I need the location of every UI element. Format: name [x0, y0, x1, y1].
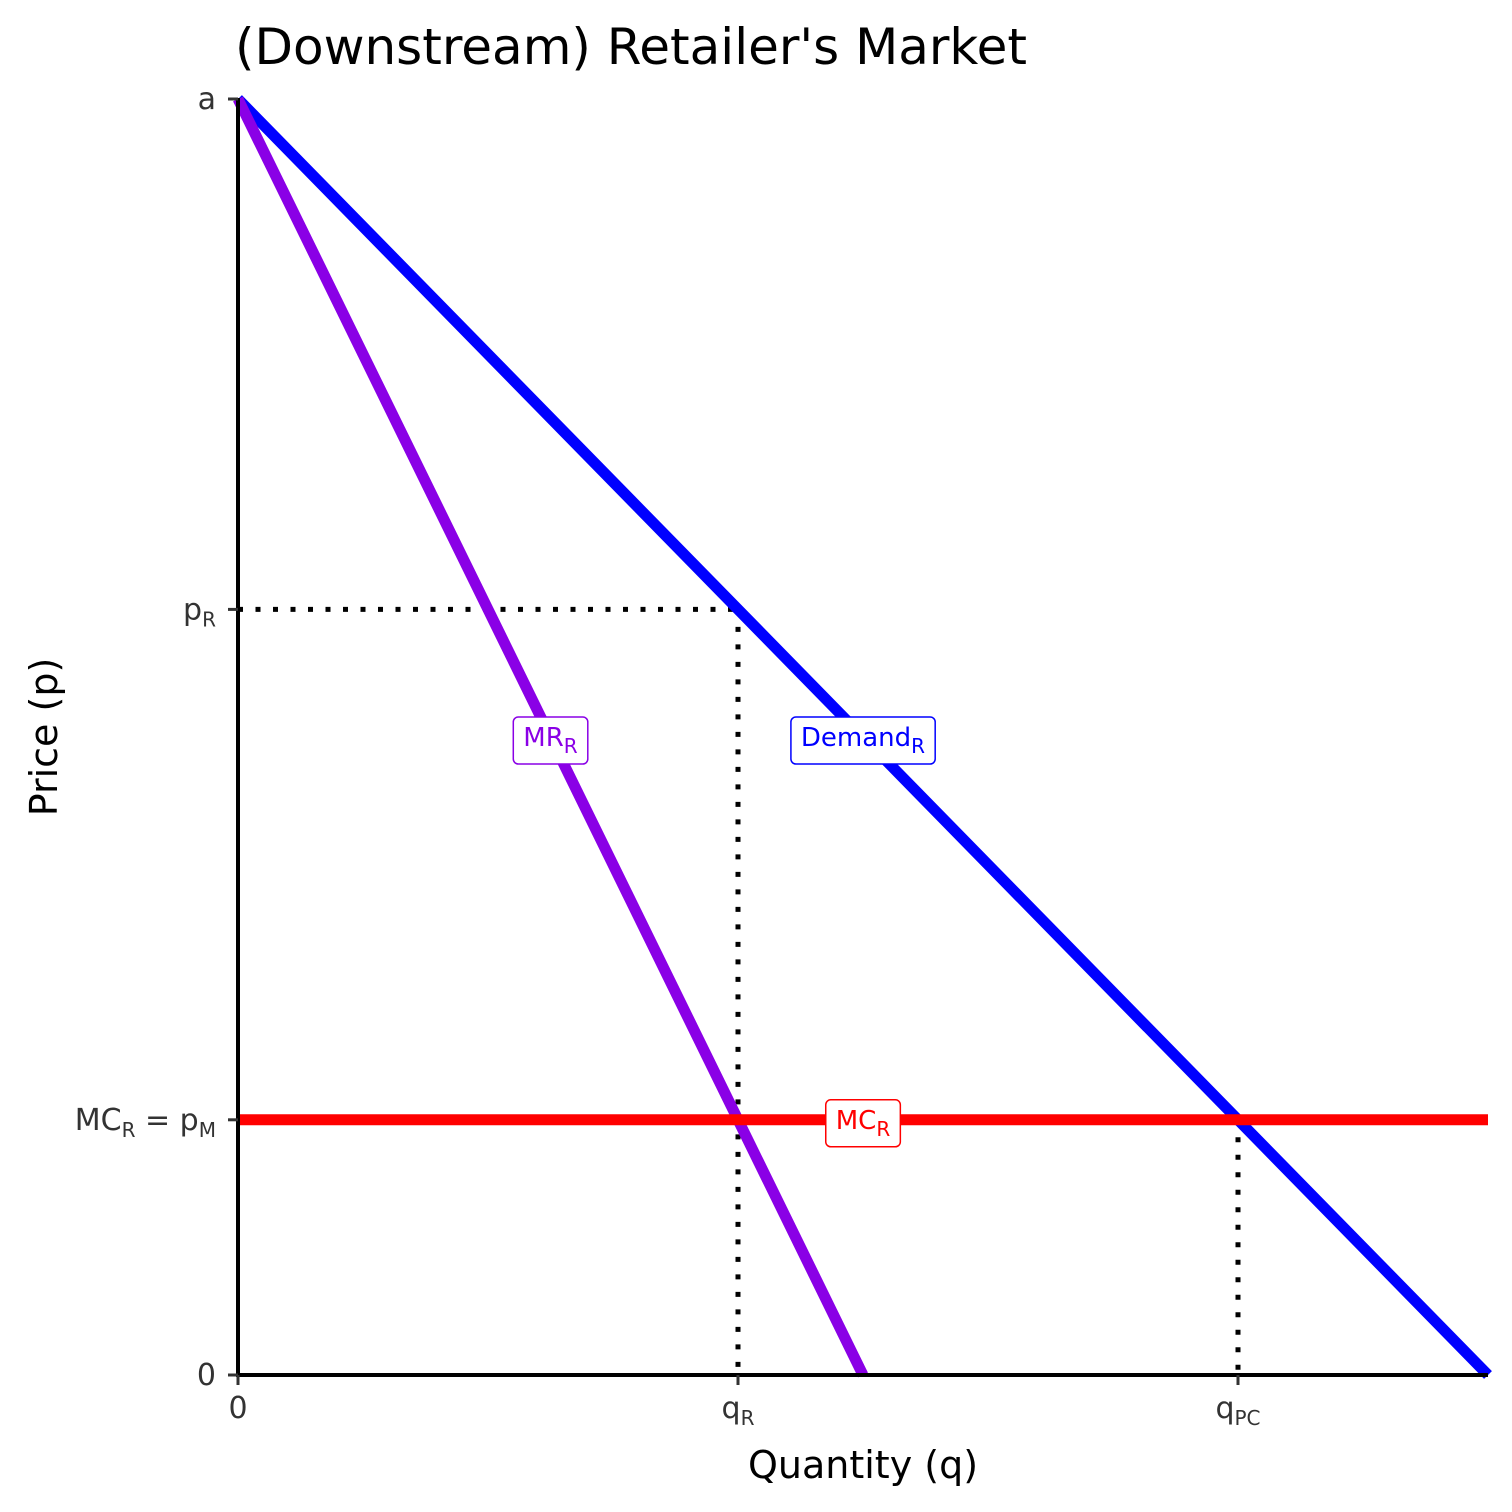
y-tick-label: pR [183, 592, 216, 631]
x-tick-sub: R [741, 1406, 755, 1430]
label-box [512, 716, 589, 765]
y-tick-rest: = p [135, 1103, 198, 1138]
y-tick-label: MCR = pM [75, 1103, 216, 1142]
x-tick-label: qR [722, 1391, 755, 1430]
x-tick-main: q [722, 1391, 741, 1426]
axes [236, 98, 1488, 1377]
y-tick-main: a [198, 82, 216, 117]
x-tick-sub: PC [1235, 1406, 1261, 1430]
demand-label: DemandR [790, 716, 936, 765]
y-axis-label: Price (p) [22, 658, 66, 817]
mr-label: MRR [512, 716, 589, 765]
label-sub: R [911, 734, 925, 758]
label-name: MC [836, 1106, 877, 1136]
y-tick-sub: R [122, 1118, 136, 1142]
x-tick-label: qPC [1215, 1391, 1260, 1430]
y-tick-sub2: M [199, 1118, 216, 1142]
label-box [790, 716, 936, 765]
x-tick-main: q [1215, 1391, 1234, 1426]
x-tick-main: 0 [228, 1391, 247, 1426]
label-sub: R [564, 734, 578, 758]
x-axis-label: Quantity (q) [748, 1443, 978, 1487]
label-text: MCR [836, 1106, 891, 1141]
x-tick-label: 0 [228, 1391, 247, 1426]
y-tick-main: 0 [197, 1358, 216, 1393]
y-tick-main: MC [75, 1103, 122, 1138]
label-sub: R [876, 1117, 890, 1141]
mc-label: MCR [825, 1099, 902, 1148]
y-tick-label: a [198, 82, 216, 117]
label-text: MRR [523, 723, 578, 758]
y-tick-label: 0 [197, 1358, 216, 1393]
reference-lines [238, 606, 1241, 1375]
label-box [825, 1099, 902, 1148]
label-name: MR [523, 723, 564, 753]
y-tick-main: p [183, 592, 202, 627]
chart-title: (Downstream) Retailer's Market [235, 18, 1027, 76]
y-tick-sub: R [202, 607, 216, 631]
label-text: DemandR [801, 723, 925, 758]
label-name: Demand [801, 723, 911, 753]
